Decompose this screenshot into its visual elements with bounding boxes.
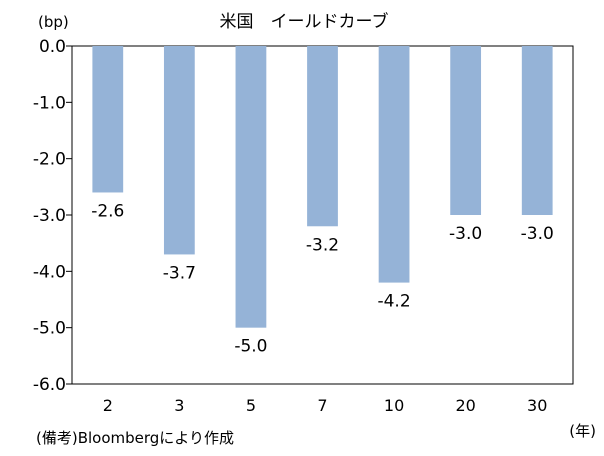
y-tick-label: -5.0 [33,319,66,339]
y-tick-label: -3.0 [33,206,66,226]
data-label-20y: -3.0 [449,224,482,244]
data-label-7y: -3.2 [306,235,339,255]
y-axis: 0.0 -1.0 -2.0 -3.0 -4.0 -5.0 -6.0 [33,37,72,395]
x-tick-label: 10 [384,396,404,415]
data-labels: -2.6 -3.7 -5.0 -3.2 -4.2 -3.0 -3.0 [91,201,554,356]
bar-7y [307,46,338,227]
bar-series [92,46,553,328]
bar-20y [450,46,482,215]
x-axis-unit-label: (年) [569,422,596,440]
y-tick-label: -4.0 [33,262,66,282]
bar-10y [378,46,410,283]
x-tick-label: 3 [174,396,184,415]
source-note: (備考)Bloombergにより作成 [36,429,234,447]
bar-30y [521,46,553,215]
x-tick-label: 20 [455,396,475,415]
x-axis: 2 3 5 7 10 20 30 [103,396,548,415]
y-tick-label: -1.0 [33,93,66,113]
y-axis-unit-label: (bp) [38,13,69,31]
data-label-5y: -5.0 [234,337,267,357]
x-tick-label: 5 [246,396,256,415]
bar-3y [163,46,195,255]
data-label-30y: -3.0 [521,224,554,244]
data-label-10y: -4.2 [377,292,410,312]
y-tick-label: -2.0 [33,150,66,170]
bar-2y [92,46,124,193]
x-tick-label: 2 [103,396,113,415]
x-tick-label: 30 [527,396,547,415]
y-tick-label: -6.0 [33,375,66,395]
data-label-2y: -2.6 [91,201,124,221]
x-tick-label: 7 [317,396,327,415]
chart-title: 米国 イールドカーブ [220,11,389,32]
y-tick-label: 0.0 [39,37,66,57]
bar-5y [235,46,267,328]
data-label-3y: -3.7 [163,263,196,283]
